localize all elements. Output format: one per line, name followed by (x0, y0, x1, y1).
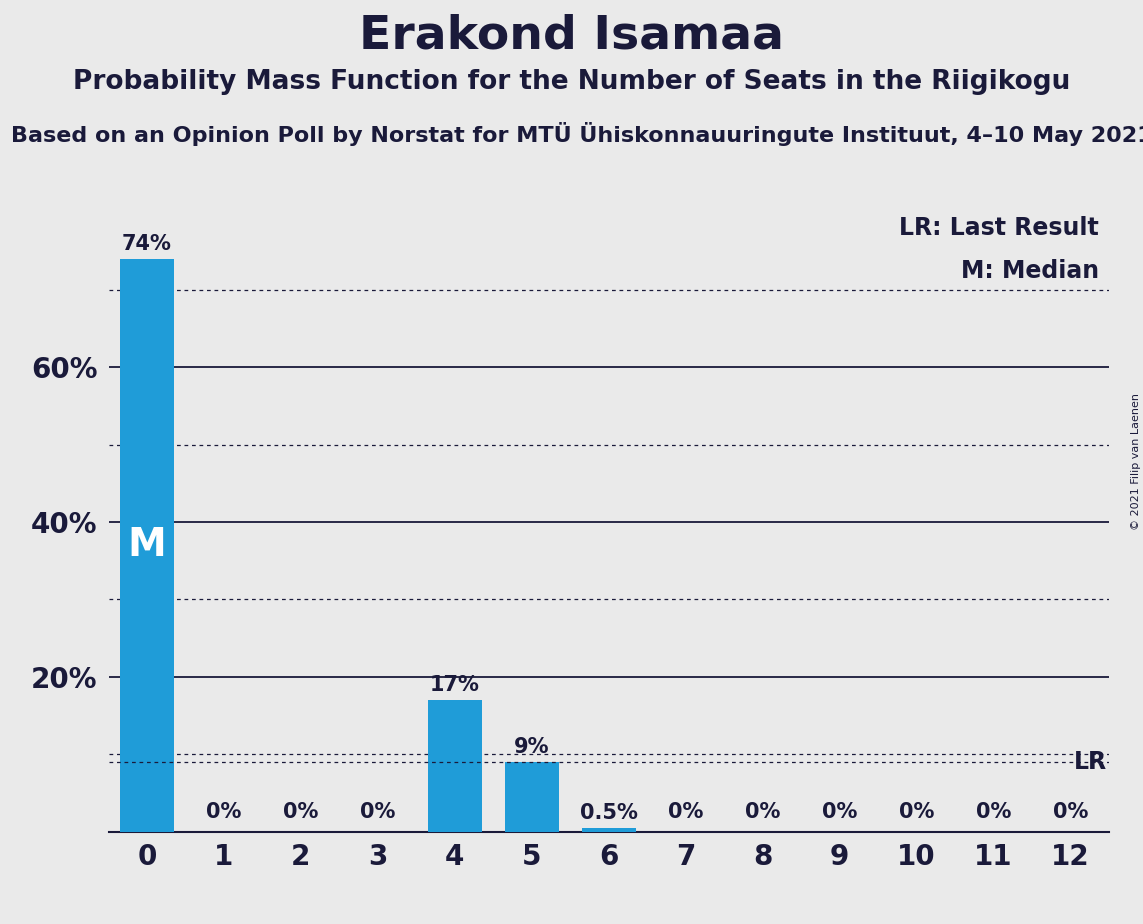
Text: Based on an Opinion Poll by Norstat for MTÜ Ühiskonnauuringute Instituut, 4–10 M: Based on an Opinion Poll by Norstat for … (11, 122, 1143, 146)
Text: LR: Last Result: LR: Last Result (898, 215, 1098, 239)
Text: M: M (128, 527, 167, 565)
Text: 0%: 0% (1053, 802, 1088, 822)
Text: 9%: 9% (514, 737, 550, 758)
Text: Probability Mass Function for the Number of Seats in the Riigikogu: Probability Mass Function for the Number… (73, 69, 1070, 95)
Text: 74%: 74% (122, 235, 171, 254)
Bar (120, 259, 174, 832)
Text: 0%: 0% (745, 802, 781, 822)
Text: M: Median: M: Median (960, 259, 1098, 283)
Bar (505, 762, 559, 832)
Text: 0%: 0% (283, 802, 319, 822)
Text: 0%: 0% (668, 802, 703, 822)
Text: Erakond Isamaa: Erakond Isamaa (359, 14, 784, 59)
Text: 0%: 0% (898, 802, 934, 822)
Bar (582, 828, 636, 832)
Bar (427, 700, 481, 832)
Text: 0%: 0% (822, 802, 857, 822)
Text: LR: LR (1074, 750, 1108, 774)
Text: © 2021 Filip van Laenen: © 2021 Filip van Laenen (1130, 394, 1141, 530)
Text: 17%: 17% (430, 675, 480, 696)
Text: 0%: 0% (976, 802, 1012, 822)
Text: 0.5%: 0.5% (580, 803, 638, 823)
Text: 0%: 0% (206, 802, 241, 822)
Text: 0%: 0% (360, 802, 395, 822)
